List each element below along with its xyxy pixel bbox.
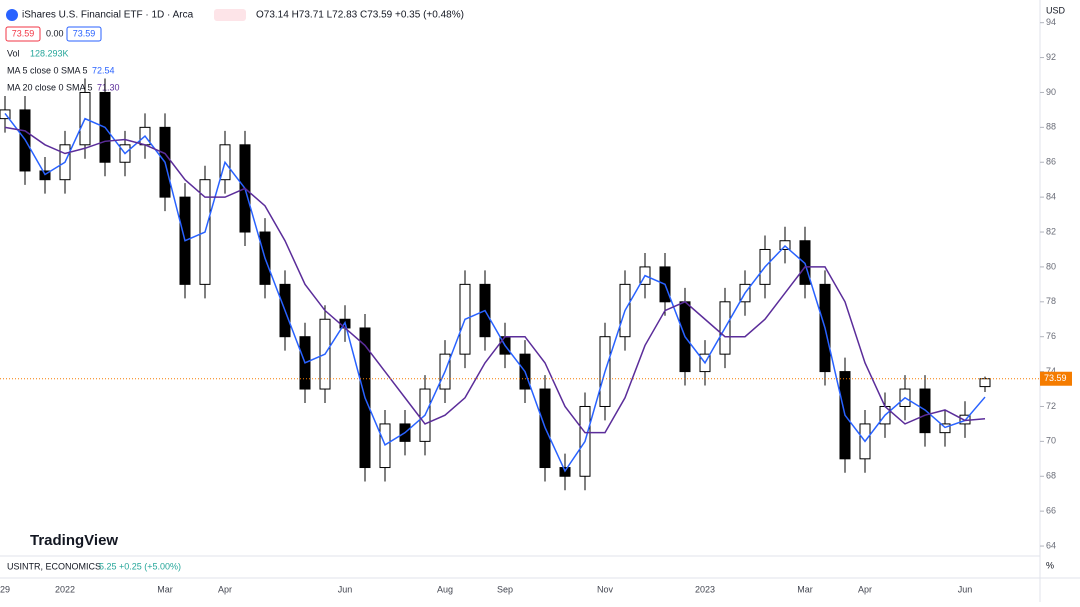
x-tick-label: Sep xyxy=(497,584,513,594)
symbol-title[interactable]: iShares U.S. Financial ETF · 1D · Arca xyxy=(22,10,194,21)
y-tick-label: 88 xyxy=(1046,122,1056,132)
ma20-label: MA 20 close 0 SMA 5 xyxy=(7,82,93,92)
bid-box[interactable] xyxy=(5,26,41,42)
ma5-label: MA 5 close 0 SMA 5 xyxy=(7,65,88,75)
vol-label: Vol xyxy=(7,48,20,58)
y-tick-label: 90 xyxy=(1046,87,1056,97)
currency[interactable]: USD xyxy=(1046,5,1066,15)
y-tick-label: 74 xyxy=(1046,366,1056,376)
y-tick-label: 72 xyxy=(1046,401,1056,411)
ask-box[interactable] xyxy=(66,26,102,42)
logo: TradingView xyxy=(30,532,118,549)
y-tick-label: 68 xyxy=(1046,471,1056,481)
ma-line xyxy=(4,112,986,473)
bid: 73.59 xyxy=(12,28,35,38)
indicator-name: USINTR, ECONOMICS xyxy=(7,561,101,571)
y-tick-label: 84 xyxy=(1046,192,1056,202)
x-tick-label: 2022 xyxy=(55,584,75,594)
y-tick-label: 76 xyxy=(1046,331,1056,341)
y-tick-label: 66 xyxy=(1046,506,1056,516)
y-tick-label: 94 xyxy=(1046,17,1056,27)
x-tick-label: 29 xyxy=(0,584,10,594)
y-tick-label: 78 xyxy=(1046,296,1056,306)
price-tag: 73.59 xyxy=(1044,373,1067,383)
y-tick-label: 70 xyxy=(1046,436,1056,446)
spread: 0.00 xyxy=(46,28,64,38)
indicator-value: 5.25 +0.25 (+5.00%) xyxy=(99,561,181,571)
x-tick-label: Mar xyxy=(157,584,173,594)
x-tick-label: Nov xyxy=(597,584,614,594)
indicator-unit: % xyxy=(1046,560,1054,570)
ohlc: O73.14 H73.71 L72.83 C73.59 +0.35 (+0.48… xyxy=(256,10,464,21)
x-tick-label: Apr xyxy=(858,584,872,594)
y-tick-label: 64 xyxy=(1046,540,1056,550)
price-tag-box xyxy=(1040,371,1072,386)
x-tick-label: Aug xyxy=(437,584,453,594)
x-tick-label: Jun xyxy=(958,584,973,594)
ask: 73.59 xyxy=(73,28,96,38)
x-tick-label: Apr xyxy=(218,584,232,594)
vol-value: 128.293K xyxy=(30,48,69,58)
y-tick-label: 86 xyxy=(1046,157,1056,167)
y-tick-label: 80 xyxy=(1046,261,1056,271)
candle-body xyxy=(939,423,951,434)
y-tick-label: 82 xyxy=(1046,226,1056,236)
x-tick-label: Mar xyxy=(797,584,813,594)
x-tick-label: Jun xyxy=(338,584,353,594)
y-tick-label: 92 xyxy=(1046,52,1056,62)
ma5-value: 72.54 xyxy=(92,65,115,75)
ma-line xyxy=(4,126,986,434)
candle-body xyxy=(979,378,991,388)
symbol-icon xyxy=(6,9,18,21)
x-tick-label: 2023 xyxy=(695,584,715,594)
flag-button[interactable] xyxy=(214,9,246,21)
ma20-value: 71.30 xyxy=(97,82,120,92)
